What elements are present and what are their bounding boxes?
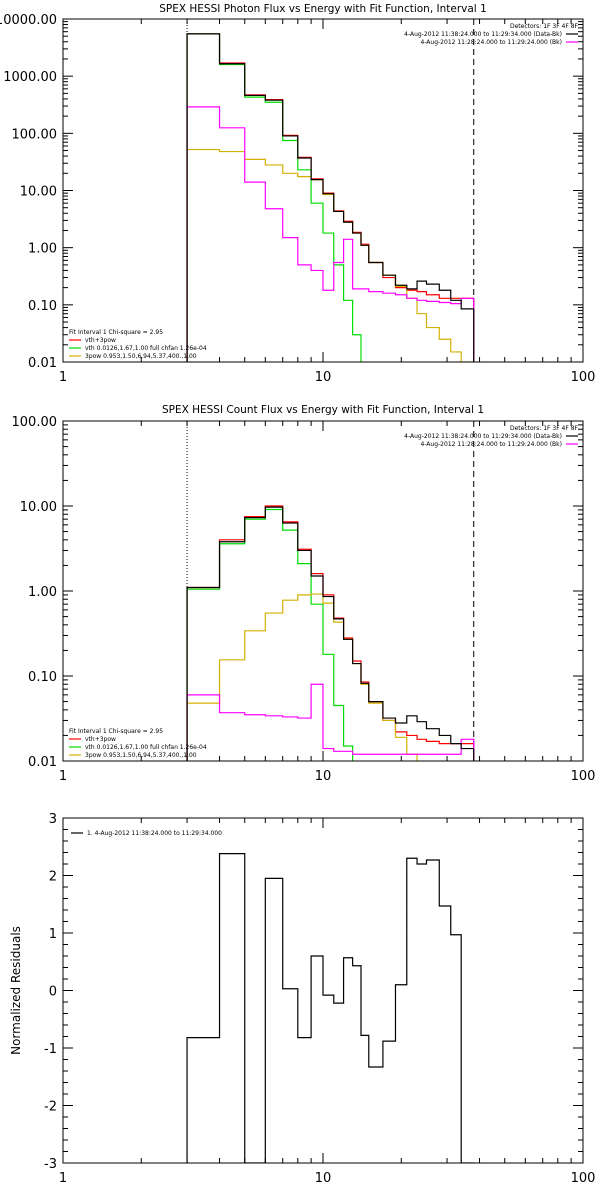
series-line-data-0: [186, 33, 475, 362]
legend-fit-header: Fit Interval 1 Chi-square = 2.95: [69, 728, 163, 735]
y-tick-label: 1: [49, 927, 57, 942]
y-tick-label: 1.00: [28, 242, 57, 257]
y-tick-label: 2: [49, 870, 57, 885]
legend-detectors: Detectors: 1F 3F 4F 8F: [510, 23, 579, 30]
series-line-data-4: [186, 683, 475, 761]
x-tick-label: 1: [59, 1171, 67, 1186]
legend-detectors: Detectors: 1F 3F 4F 8F: [510, 425, 579, 432]
legend-entry: vth+3pow: [85, 337, 116, 344]
plot-data: [186, 19, 475, 362]
y-tick-label: -3: [44, 1157, 57, 1172]
plot-frame: [62, 420, 584, 762]
plot-frame: [62, 817, 584, 1164]
series-line-data-0: [186, 506, 475, 761]
y-axis-label: Normalized Residuals: [9, 926, 23, 1055]
y-tick-label: 3: [49, 812, 57, 827]
y-tick-label: -1: [44, 1042, 57, 1057]
x-tick-label: 100: [571, 370, 596, 385]
legend-entry: vth 0.0126,1.67,1.00 full chfan 1.26e-04: [85, 744, 207, 751]
legend-entry: vth 0.0126,1.67,1.00 full chfan 1.26e-04: [85, 345, 207, 352]
chart-panel-2: SPEX HESSI Count Flux vs Energy with Fit…: [12, 404, 596, 784]
y-tick-label: 0.01: [28, 755, 57, 770]
series-line-1-0: [186, 853, 475, 1163]
y-tick-label: 0.10: [28, 299, 57, 314]
legend-entry: 1. 4-Aug-2012 11:38:24.000 to 11:29:34.0…: [87, 830, 222, 837]
plot-frame: [62, 18, 584, 363]
y-tick-label: 10000.00: [0, 13, 57, 28]
chart-panel-1: SPEX HESSI Photon Flux vs Energy with Fi…: [0, 3, 595, 385]
x-tick-label: 10: [315, 1171, 332, 1186]
chart-title: SPEX HESSI Photon Flux vs Energy with Fi…: [159, 3, 487, 15]
series-line-vth-2: [186, 508, 354, 761]
legend-entry: vth+3pow: [85, 736, 116, 743]
y-tick-label: 10.00: [20, 500, 57, 515]
x-tick-label: 10: [315, 769, 332, 784]
legend-entry: 4-Aug-2012 11:28:24.000 to 11:29:24.000 …: [420, 39, 562, 46]
chart-panel-3: Normalized Residuals 1 10 100 -3 -2 -1 0 1 2 3 1. 4…: [9, 812, 595, 1186]
chart-title: SPEX HESSI Count Flux vs Energy with Fit…: [162, 404, 484, 416]
legend-entry: 3pow 0.953,1.50,6.94,5.37,400.,1.00: [85, 353, 197, 360]
legend-entry: 4-Aug-2012 11:38:24.000 to 11:29:34.000 …: [404, 31, 562, 38]
y-tick-label: 10.00: [20, 185, 57, 200]
y-tick-label: 0.01: [28, 356, 57, 371]
y-tick-label: 1.00: [28, 585, 57, 600]
y-tick-label: 0.10: [28, 670, 57, 685]
y-tick-label: -2: [44, 1100, 57, 1115]
legend-fit-header: Fit Interval 1 Chi-square = 2.95: [69, 329, 163, 336]
legend-entry: 4-Aug-2012 11:38:24.000 to 11:29:34.000 …: [404, 433, 562, 440]
x-tick-label: 1: [59, 769, 67, 784]
legend-entry: 3pow 0.953,1.50,6.94,5.37,400.,1.00: [85, 752, 197, 759]
x-tick-label: 100: [571, 1171, 596, 1186]
x-tick-label: 100: [571, 769, 596, 784]
y-tick-label: 100.00: [12, 415, 58, 430]
y-tick-label: 100.00: [12, 127, 58, 142]
series-line-data-4: [186, 106, 475, 362]
x-tick-label: 10: [315, 370, 332, 385]
y-tick-label: 0: [49, 985, 57, 1000]
y-tick-label: 1000.00: [3, 70, 57, 85]
plot-data: [186, 853, 475, 1163]
minor-ticks: [63, 19, 583, 362]
plot-data: [186, 421, 475, 761]
minor-ticks: [63, 421, 583, 761]
x-tick-label: 1: [59, 370, 67, 385]
legend-entry: 4-Aug-2012 11:28:24.000 to 11:29:24.000 …: [420, 441, 562, 448]
